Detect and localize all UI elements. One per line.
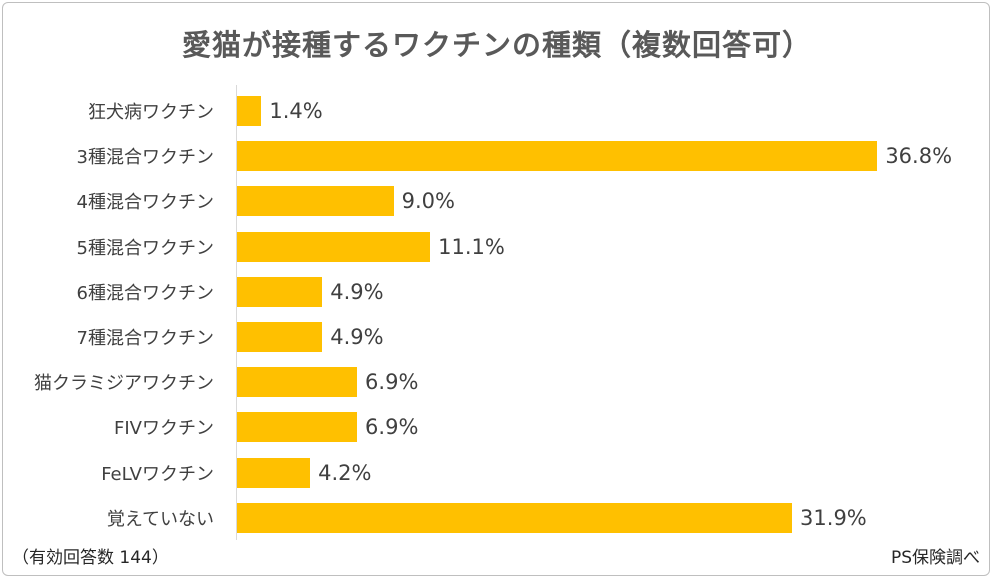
data-label: 4.9% xyxy=(330,279,384,304)
category-label: FeLVワクチン xyxy=(101,463,214,485)
source-note: PS保険調べ xyxy=(890,548,980,568)
data-label: 11.1% xyxy=(438,234,505,259)
category-label: 3種混合ワクチン xyxy=(76,147,214,169)
data-label: 31.9% xyxy=(800,505,867,530)
data-label: 4.9% xyxy=(330,325,384,349)
category-label: 7種混合ワクチン xyxy=(76,328,214,349)
category-label: 5種混合ワクチン xyxy=(76,237,214,259)
category-axis-line xyxy=(236,85,237,540)
bar xyxy=(237,502,793,533)
bar xyxy=(237,186,394,217)
bar xyxy=(237,96,262,126)
bar xyxy=(237,231,431,262)
category-label: 狂犬病ワクチン xyxy=(88,102,214,123)
category-label: 猫クラミジアワクチン xyxy=(34,373,214,395)
bar xyxy=(237,367,358,398)
data-label: 9.0% xyxy=(401,189,455,214)
bar xyxy=(237,276,323,307)
category-label: 4種混合ワクチン xyxy=(76,192,214,214)
data-label: 6.9% xyxy=(365,370,419,395)
bar xyxy=(237,141,878,172)
category-label: 6種混合ワクチン xyxy=(76,282,214,304)
data-label: 36.8% xyxy=(885,144,953,169)
bar xyxy=(237,457,311,488)
chart-title: 愛猫が接種するワクチンの種類（複数回答可） xyxy=(181,28,812,62)
category-label: 覚えていない xyxy=(106,508,214,530)
respondents-note: （有効回答数 144） xyxy=(12,548,169,568)
category-label: FIVワクチン xyxy=(114,418,214,440)
data-label: 1.4% xyxy=(269,99,323,123)
data-label: 4.2% xyxy=(318,460,372,485)
bar xyxy=(237,412,358,443)
bar xyxy=(237,322,323,352)
data-label: 6.9% xyxy=(365,415,419,440)
